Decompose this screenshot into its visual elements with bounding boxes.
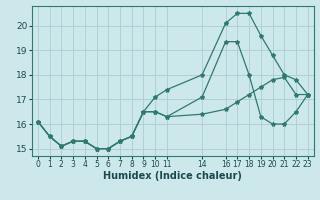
X-axis label: Humidex (Indice chaleur): Humidex (Indice chaleur) xyxy=(103,171,242,181)
